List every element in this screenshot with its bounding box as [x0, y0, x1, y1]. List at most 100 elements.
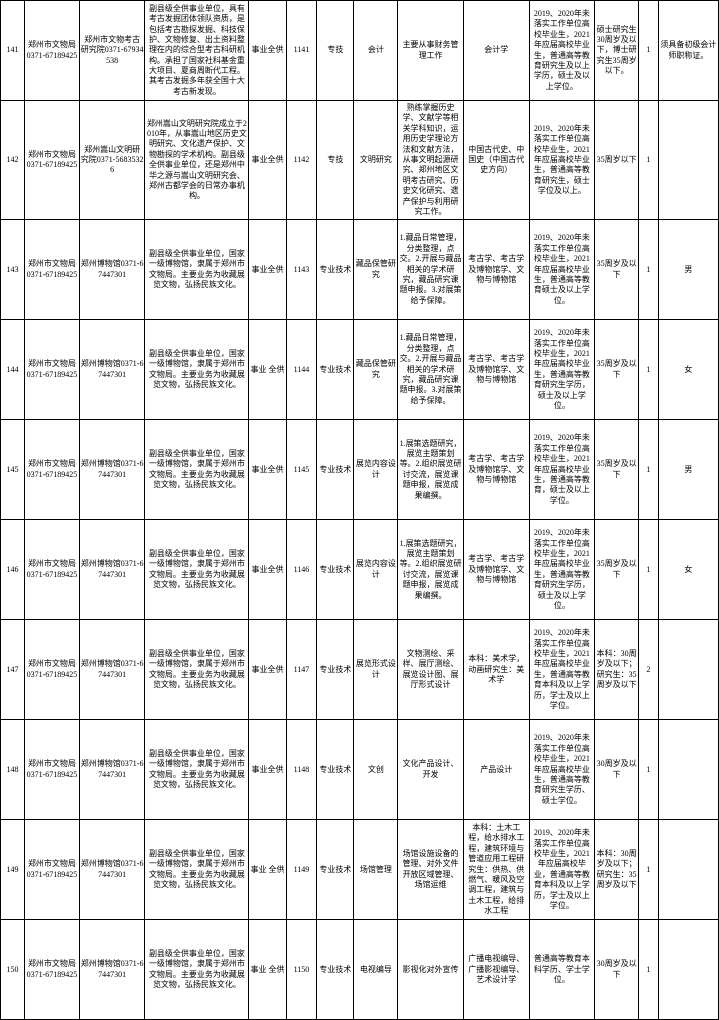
nature: 事业全供 [249, 1, 286, 101]
row-number: 149 [1, 820, 25, 920]
unit: 郑州博物馆0371-67447301 [79, 220, 145, 320]
other-requirement [658, 820, 718, 920]
category: 专业技术 [317, 520, 354, 620]
category: 专业技术 [317, 720, 354, 820]
age-requirement: 35周岁及以下 [595, 420, 639, 520]
post-code: 1147 [286, 620, 317, 720]
other-requirement [658, 920, 718, 1020]
job-duty: 1.展策选题研究，展览主题策划等。2.组织展览研讨交流，展览课题申报，展览成果编… [398, 520, 464, 620]
job-duty: 1.藏品日常管理，分类整理，点交。2.开展与藏品相关的学术研究，藏品研究课题申报… [398, 220, 464, 320]
nature: 事业全供 [249, 720, 286, 820]
row-number: 145 [1, 420, 25, 520]
post-name: 场馆管理 [354, 820, 398, 920]
count: 1 [638, 220, 658, 320]
age-requirement: 35周岁及以下 [595, 520, 639, 620]
age-requirement: 本科：30周岁及以下；研究生：35周岁及以下 [595, 820, 639, 920]
table-row: 145郑州市文物局0371-67189425郑州博物馆0371-67447301… [1, 420, 719, 520]
department: 郑州市文物局0371-67189425 [25, 820, 80, 920]
count: 1 [638, 420, 658, 520]
graduate-requirement: 2019、2020年未落实工作单位高校毕业生，2021年应届高校毕业生，普通高等… [529, 420, 595, 520]
major-requirement: 考古学、考古学及博物馆学、文物与博物馆 [463, 220, 529, 320]
table-row: 143郑州市文物局0371-67189425郑州博物馆0371-67447301… [1, 220, 719, 320]
post-name: 电视编导 [354, 920, 398, 1020]
table-row: 144郑州市文物局0371-67189425郑州博物馆0371-67447301… [1, 320, 719, 420]
department: 郑州市文物局0371-67189425 [25, 101, 80, 220]
post-code: 1144 [286, 320, 317, 420]
post-code: 1142 [286, 101, 317, 220]
count: 1 [638, 720, 658, 820]
nature: 事业 全供 [249, 820, 286, 920]
unit: 郑州嵩山文明研究院0371-56835326 [79, 101, 145, 220]
post-code: 1150 [286, 920, 317, 1020]
other-requirement: 女 [658, 520, 718, 620]
row-number: 144 [1, 320, 25, 420]
table-row: 149郑州市文物局0371-67189425郑州博物馆0371-67447301… [1, 820, 719, 920]
job-duty: 熟练掌握历史学、文献学等相关学科知识，运用历史学理论方法和文献方法，从事文明起源… [398, 101, 464, 220]
department: 郑州市文物局0371-67189425 [25, 520, 80, 620]
age-requirement: 硕士研究生30周岁及以下，博士研究生35周岁以下。 [595, 1, 639, 101]
major-requirement: 会计学 [463, 1, 529, 101]
category: 专业技术 [317, 620, 354, 720]
table-row: 148郑州市文物局0371-67189425郑州博物馆0371-67447301… [1, 720, 719, 820]
row-number: 142 [1, 101, 25, 220]
age-requirement: 30周岁及以下 [595, 720, 639, 820]
graduate-requirement: 2019、2020年未落实工作单位高校毕业生，2021年应届高校毕业生，普通高等… [529, 620, 595, 720]
count: 2 [638, 620, 658, 720]
unit: 郑州博物馆0371-67447301 [79, 320, 145, 420]
category: 专技 [317, 101, 354, 220]
major-requirement: 考古学、考古学及博物馆学、文物与博物馆 [463, 520, 529, 620]
category: 专业技术 [317, 920, 354, 1020]
post-code: 1148 [286, 720, 317, 820]
other-requirement [658, 720, 718, 820]
graduate-requirement: 2019、2020年未落实工作单位高校毕业生，2021年应届高校毕业生，普通高等… [529, 220, 595, 320]
post-name: 展览内容设计 [354, 520, 398, 620]
job-duty: 文物测绘、采样、展厅测绘、展览设计图、展厅形式设计 [398, 620, 464, 720]
other-requirement: 男 [658, 420, 718, 520]
post-name: 藏品保管研究 [354, 220, 398, 320]
unit-description: 副县级全供事业单位，国家一级博物馆，隶属于郑州市文物局。主要业务为收藏展览文物，… [145, 520, 249, 620]
job-duty: 场馆设施设备的管理、对外文件开放区域管理、场馆运维 [398, 820, 464, 920]
post-name: 展览形式设计 [354, 620, 398, 720]
department: 郑州市文物局0371-67189425 [25, 620, 80, 720]
unit: 郑州博物馆0371-67447301 [79, 720, 145, 820]
graduate-requirement: 2019、2020年未落实工作单位高校毕业生，2021年应届高校毕业，普通高等教… [529, 820, 595, 920]
post-code: 1141 [286, 1, 317, 101]
unit-description: 副县级全供事业单位，国家一级博物馆，隶属于郑州市文物局。主要业务为收藏展览文物，… [145, 720, 249, 820]
unit-description: 郑州嵩山文明研究院成立于2010年，从事嵩山地区历史文明研究、文化遗产保护、文物… [145, 101, 249, 220]
count: 1 [638, 820, 658, 920]
graduate-requirement: 2019、2020年未落实工作单位高校毕业生，2021年应届高校毕业生，普通高等… [529, 320, 595, 420]
department: 郑州市文物局0371-67189425 [25, 220, 80, 320]
unit: 郑州博物馆0371-67447301 [79, 620, 145, 720]
unit-description: 副县级全供事业单位，具有考古发掘团体领队资质，是包括考古勘探发掘、科技保护、文物… [145, 1, 249, 101]
other-requirement: 男 [658, 220, 718, 320]
other-requirement: 女 [658, 320, 718, 420]
unit: 郑州市文物考古研究院0371-67934538 [79, 1, 145, 101]
row-number: 143 [1, 220, 25, 320]
age-requirement: 本科：30周岁及以下；研究生：35周岁及以下 [595, 620, 639, 720]
job-duty: 影视化对外宣传 [398, 920, 464, 1020]
age-requirement: 30周岁及以下 [595, 920, 639, 1020]
category: 专技 [317, 1, 354, 101]
job-duty: 主要从事财务管理工作 [398, 1, 464, 101]
department: 郑州市文物局0371-67189425 [25, 1, 80, 101]
nature: 事业全供 [249, 620, 286, 720]
department: 郑州市文物局0371-67189425 [25, 920, 80, 1020]
table-row: 142郑州市文物局0371-67189425郑州嵩山文明研究院0371-5683… [1, 101, 719, 220]
category: 专业技术 [317, 820, 354, 920]
count: 1 [638, 520, 658, 620]
major-requirement: 考古学、考古学及博物馆学、文物与博物馆 [463, 420, 529, 520]
unit-description: 副县级全供事业单位，国家一级博物馆，隶属于郑州市文物局。主要业务为收藏展览文物，… [145, 220, 249, 320]
count: 1 [638, 320, 658, 420]
category: 专业技术 [317, 220, 354, 320]
age-requirement: 35周岁以下 [595, 101, 639, 220]
unit-description: 副县级全供事业单位，国家一级博物馆，隶属于郑州市文物局。主要业务为收藏展览文物，… [145, 620, 249, 720]
nature: 事业全供 [249, 420, 286, 520]
unit-description: 副县级全供事业单位，国家一级博物馆，隶属于郑州市文物局。主要业务为收藏展览文物，… [145, 920, 249, 1020]
graduate-requirement: 2019、2020年未落实工作单位高校毕业生，2021年应届高校毕业生，普通高等… [529, 520, 595, 620]
category: 专业技术 [317, 420, 354, 520]
nature: 事业全供 [249, 520, 286, 620]
post-name: 文创 [354, 720, 398, 820]
table-body: 141郑州市文物局0371-67189425郑州市文物考古研究院0371-679… [1, 1, 719, 1020]
count: 1 [638, 101, 658, 220]
major-requirement: 本科：土木工程，给水排水工程，建筑环境与管道应用工程研究生：供热、供燃气、暖风及… [463, 820, 529, 920]
